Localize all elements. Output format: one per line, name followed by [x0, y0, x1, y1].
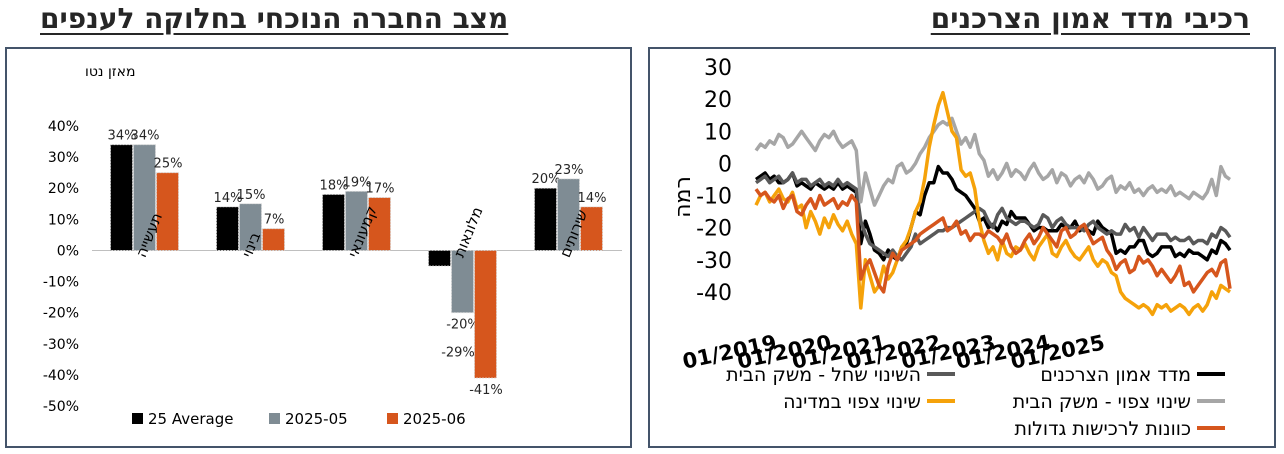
- bar: [557, 178, 580, 251]
- legend-swatch: [387, 413, 398, 424]
- bar: [451, 250, 474, 314]
- data-label: -41%: [469, 383, 503, 398]
- y-tick-label: -20: [696, 217, 732, 242]
- series-line: [754, 171, 1232, 262]
- sector-bar-chart: מאזן נטו 40% 30% 20% 10% 0% -10% -20% -30% -40% -5…: [43, 64, 622, 428]
- data-label: 20%: [532, 172, 561, 187]
- y-tick-label: -10: [696, 185, 732, 210]
- series-line: [754, 188, 1232, 294]
- bar: [133, 144, 156, 251]
- y-axis-label: מאזן נטו: [85, 64, 135, 80]
- legend-label: מדד אמון הצרכנים: [1040, 364, 1191, 386]
- y-tick-label: -50%: [43, 399, 79, 415]
- bar: [110, 144, 133, 251]
- data-label: 18%: [320, 178, 349, 193]
- legend-label: 2025-05: [285, 410, 348, 428]
- bar: [262, 228, 285, 251]
- y-tick-label: 20: [704, 88, 732, 113]
- y-tick-label: -20%: [43, 306, 79, 322]
- left-chart-title: מצב החברה הנוכחי בחלוקה לענפים: [40, 2, 509, 35]
- series-line: [754, 116, 1231, 207]
- legend-label: שינוי צפוי - משק הבית: [1013, 391, 1191, 413]
- bar: [474, 250, 497, 379]
- right-chart-title: רכיבי מדד אמון הצרכנים: [930, 2, 1250, 35]
- bar: [368, 197, 391, 251]
- legend-swatch: [132, 413, 143, 424]
- consumer-confidence-chart-panel: רמה 30 20 10 0 -10 -20 -30 -40 01/2019 01/2020 01/2…: [648, 47, 1276, 448]
- y-axis-label: רמה: [671, 176, 696, 218]
- y-tick-label: 30: [704, 56, 732, 81]
- data-label: 19%: [343, 175, 372, 190]
- y-tick-label: 10%: [48, 212, 79, 228]
- bar: [534, 187, 557, 251]
- bar: [428, 250, 451, 267]
- data-label: 17%: [366, 182, 395, 197]
- y-tick-label: -30: [696, 249, 732, 274]
- y-tick-label: 20%: [48, 181, 79, 197]
- y-tick-label: 10: [704, 120, 732, 145]
- data-label: 34%: [131, 129, 160, 144]
- data-label: 34%: [108, 129, 137, 144]
- data-label: 23%: [555, 163, 584, 178]
- data-label: 14%: [578, 191, 607, 206]
- series-line: [754, 90, 1231, 317]
- y-tick-label: -10%: [43, 275, 79, 291]
- y-tick-label: 0%: [57, 243, 79, 259]
- y-tick-label: -40: [696, 281, 732, 306]
- data-label: 14%: [214, 191, 243, 206]
- sector-bar-chart-panel: מאזן נטו 40% 30% 20% 10% 0% -10% -20% -30% -40% -5…: [5, 47, 632, 448]
- legend-swatch: [269, 413, 280, 424]
- data-label: 15%: [237, 188, 266, 203]
- legend-label: השינוי שחל - משק הבית: [726, 364, 921, 386]
- bar: [216, 206, 239, 251]
- y-tick-label: 30%: [48, 150, 79, 166]
- consumer-confidence-line-chart: רמה3020100-10-20-30-4001/201901/202001/2…: [671, 56, 1232, 440]
- bar: [345, 190, 368, 251]
- legend-label: 25 Average: [148, 410, 233, 428]
- bar: [156, 172, 179, 251]
- bar: [239, 203, 262, 251]
- legend-label: 2025-06: [403, 410, 466, 428]
- bar: [580, 206, 603, 251]
- y-tick-label: -40%: [43, 368, 79, 384]
- y-tick-label: -30%: [43, 337, 79, 353]
- legend-label: כוונות לרכישות גדולות: [1014, 418, 1191, 440]
- data-label: 25%: [154, 157, 183, 172]
- legend-label: שינוי צפוי במדינה: [783, 391, 921, 413]
- data-label: 7%: [264, 213, 285, 228]
- y-tick-label: 40%: [48, 119, 79, 135]
- bar: [322, 194, 345, 251]
- y-tick-label: 0: [718, 152, 732, 177]
- data-label: -20%: [446, 318, 480, 333]
- data-label: -29%: [441, 346, 475, 361]
